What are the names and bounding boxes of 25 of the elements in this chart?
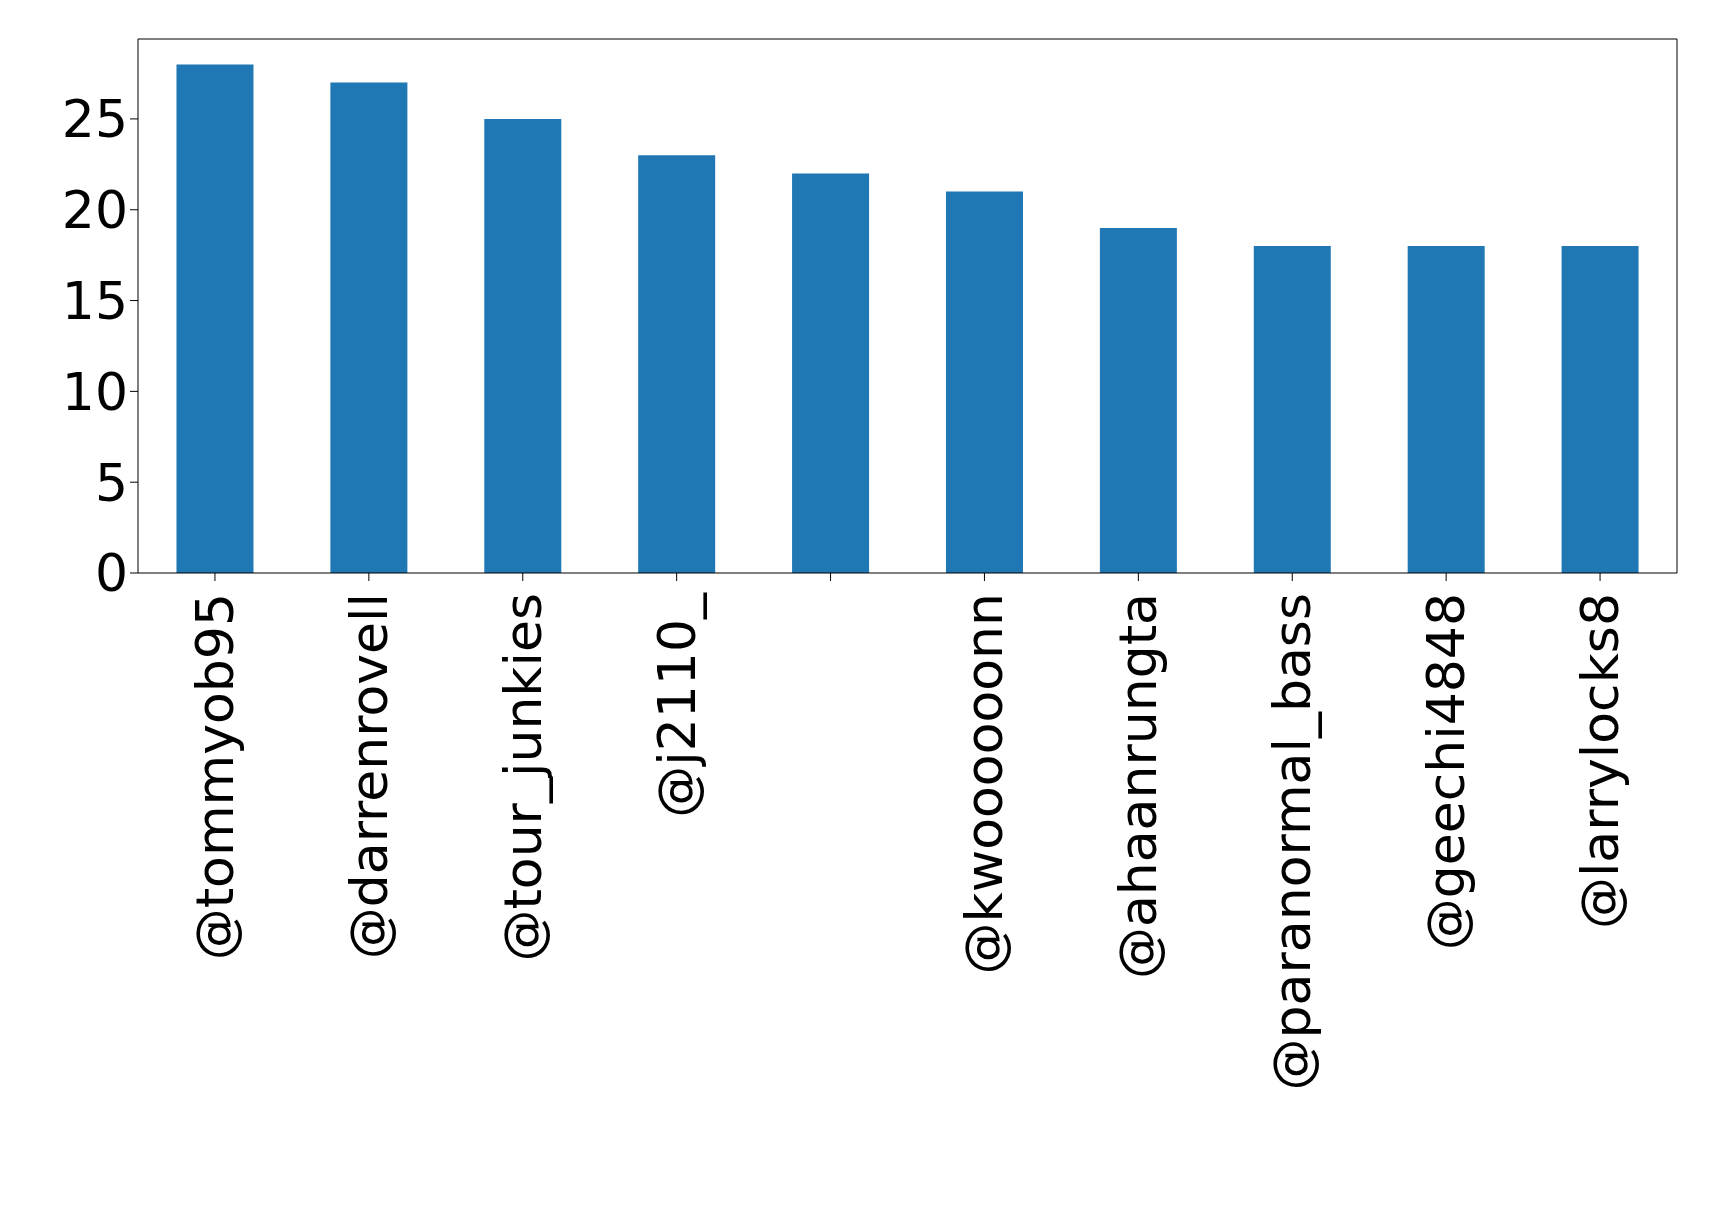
- x-tick-label: @ahaanrungta: [1108, 593, 1169, 980]
- bar: [330, 82, 408, 573]
- bar: [1253, 246, 1331, 573]
- x-tick-label: @paranormal_bass: [1262, 593, 1323, 1091]
- y-tick-label: 0: [94, 543, 128, 604]
- x-tick-label: @tommyob95: [184, 593, 245, 961]
- y-tick-label: 10: [61, 361, 128, 422]
- bar: [638, 155, 716, 573]
- y-tick-label: 20: [61, 180, 128, 241]
- x-tick-label: @tour_junkies: [492, 593, 553, 962]
- x-tick-label: @kwoooooonn: [954, 593, 1015, 975]
- y-tick-label: 15: [61, 271, 128, 332]
- bar: [945, 191, 1023, 573]
- x-tick-label: @geechi4848: [1416, 593, 1477, 951]
- x-tick-label: @larrylocks8: [1570, 593, 1631, 930]
- bar: [484, 118, 562, 573]
- x-tick-label: @j2110_: [646, 592, 707, 818]
- bar: [1407, 246, 1485, 573]
- bar: [1099, 227, 1177, 573]
- bar: [1561, 246, 1639, 573]
- y-tick-label: 25: [61, 89, 128, 150]
- bar: [792, 173, 870, 573]
- x-tick-label: @darrenrovell: [338, 593, 399, 960]
- bar: [176, 64, 254, 573]
- y-tick-label: 5: [94, 452, 128, 513]
